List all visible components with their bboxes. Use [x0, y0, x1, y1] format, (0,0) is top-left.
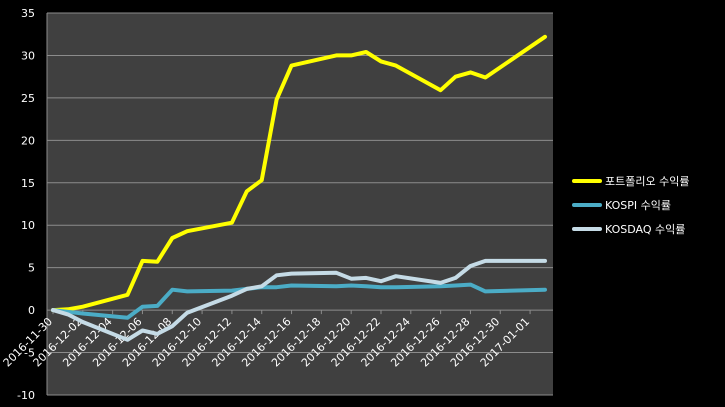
series-line-1 — [51, 34, 547, 313]
series-line-2 — [51, 282, 547, 320]
y-tick-label: 5 — [28, 262, 35, 275]
y-axis: -10 -5 0 5 10 15 20 25 30 35 — [17, 7, 48, 402]
y-tick-label: 15 — [21, 177, 35, 190]
series-lines — [51, 34, 547, 342]
y-tick-label: 0 — [28, 304, 35, 317]
legend-label: KOSPI 수익률 — [605, 199, 671, 212]
y-tick-label: -10 — [17, 389, 35, 402]
legend: 포트폴리오 수익률 KOSPI 수익률 KOSDAQ 수익률 — [572, 175, 689, 236]
legend-label: 포트폴리오 수익률 — [605, 175, 689, 188]
legend-label: KOSDAQ 수익률 — [605, 223, 685, 236]
y-tick-label: 25 — [21, 92, 35, 105]
y-tick-label: 20 — [21, 134, 35, 147]
y-tick-label: 10 — [21, 219, 35, 232]
y-tick-label: 35 — [21, 7, 35, 20]
plot-area — [47, 13, 553, 395]
y-tick-label: 30 — [21, 49, 35, 62]
y-tick-label: -5 — [24, 347, 35, 360]
gridlines — [47, 12, 553, 396]
series-line-3 — [51, 258, 547, 342]
